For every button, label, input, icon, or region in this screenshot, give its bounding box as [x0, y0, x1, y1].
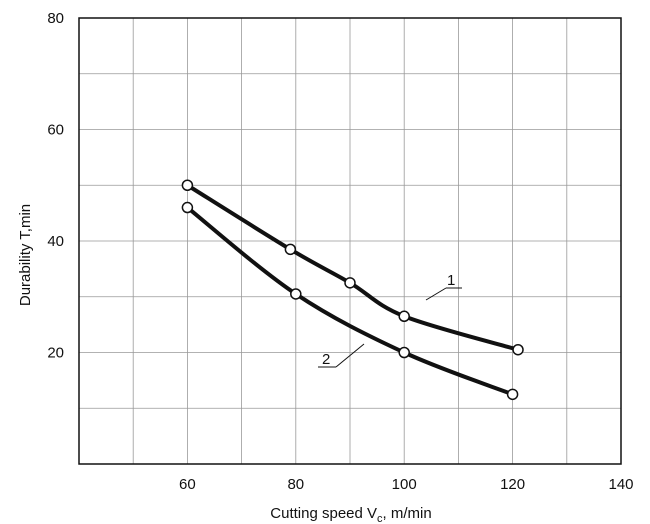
grid — [79, 18, 621, 464]
series-2-point — [398, 346, 410, 359]
x-tick-label: 80 — [287, 476, 304, 493]
series-label-1-leader — [425, 287, 447, 301]
series-2-point — [506, 388, 519, 401]
plot-frame — [78, 17, 622, 465]
tick-labels: 60 80 100 120 140 20 40 60 80 — [47, 10, 633, 493]
x-axis-label: Cutting speed Vc, m/min — [270, 505, 431, 524]
x-tick-label: 140 — [608, 476, 633, 493]
y-tick-label: 80 — [47, 10, 64, 27]
y-tick-label: 60 — [47, 122, 64, 139]
y-tick-label: 40 — [47, 233, 64, 250]
series-1-point — [284, 243, 297, 256]
series-label-2-leader — [335, 343, 365, 368]
series-2-line — [185, 205, 515, 397]
series-1-point — [344, 277, 356, 289]
x-tick-label: 60 — [179, 476, 196, 493]
x-tick-label: 120 — [500, 476, 525, 493]
y-axis-label: Durability T,min — [17, 204, 34, 306]
series-1-point — [181, 179, 194, 191]
x-tick-label: 100 — [392, 476, 417, 493]
series-1-point — [398, 310, 410, 323]
series-label-2: 2 — [322, 351, 330, 368]
y-tick-label: 20 — [47, 345, 64, 362]
series-2-point — [290, 288, 302, 300]
series-1-point — [512, 343, 524, 356]
series-layer — [181, 179, 524, 401]
series-label-1: 1 — [447, 272, 455, 289]
series-2-point — [181, 201, 194, 214]
